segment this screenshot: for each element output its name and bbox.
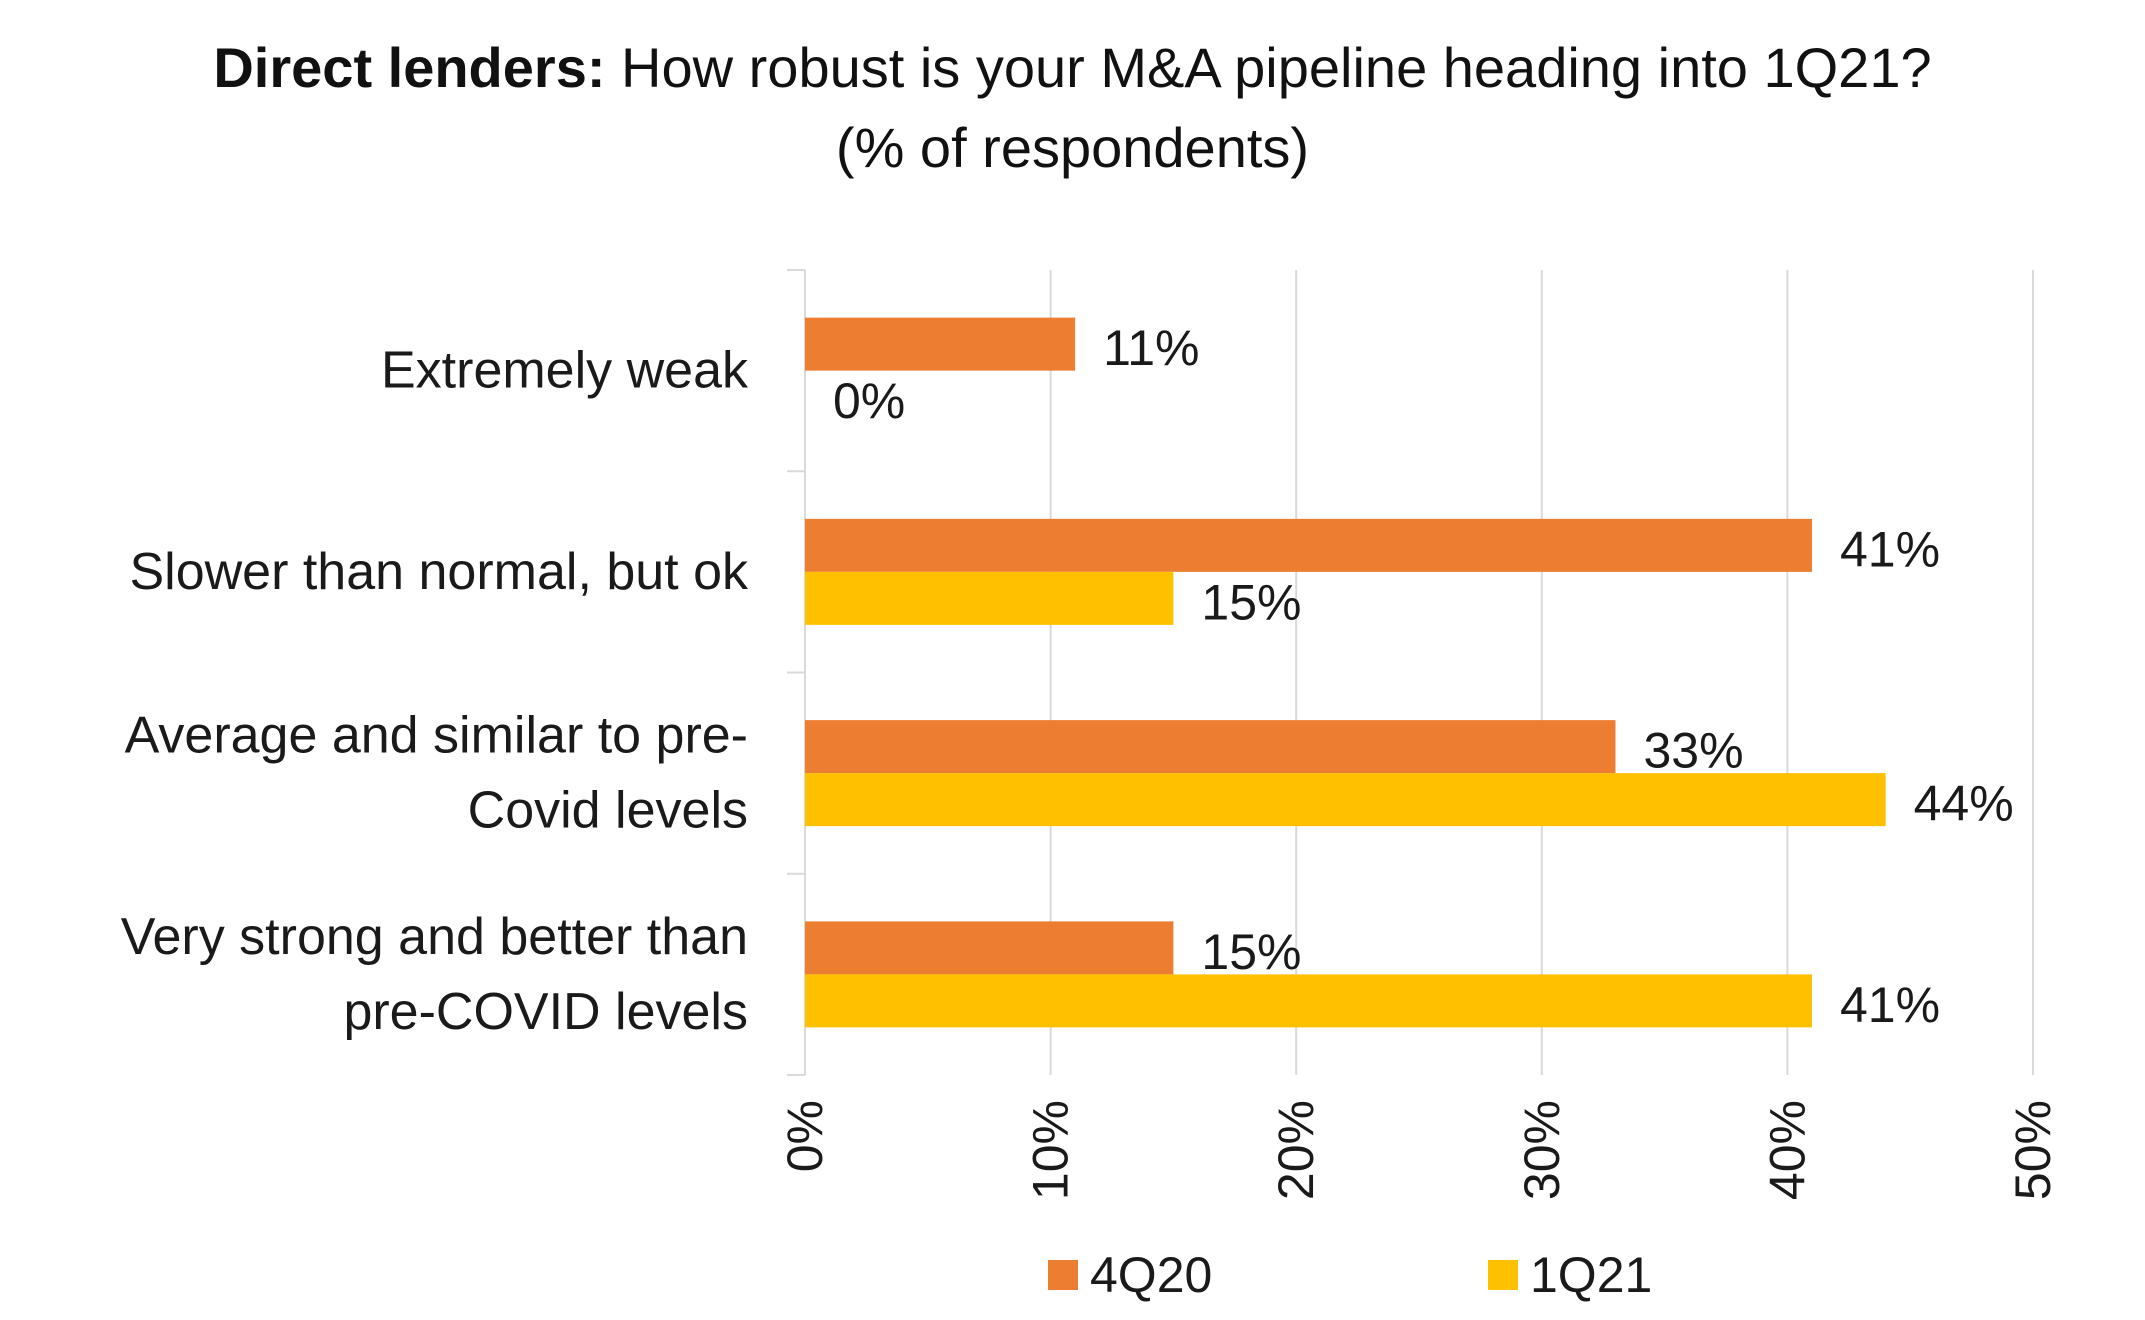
chart-title-line1: Direct lenders: How robust is your M&A p…	[0, 28, 2145, 108]
x-tick-label-20: 20%	[1268, 1100, 1324, 1200]
legend-swatch-4Q20	[1048, 1260, 1078, 1290]
data-label-1Q21-2: 44%	[1914, 776, 2014, 832]
category-label-2-1: Covid levels	[468, 782, 748, 840]
x-tick-label-50: 50%	[2005, 1100, 2061, 1200]
category-label-1-0: Slower than normal, but ok	[129, 543, 749, 601]
chart-title-rest: How robust is your M&A pipeline heading …	[605, 36, 1932, 99]
data-label-1Q21-0: 0%	[833, 373, 905, 429]
x-tick-label-30: 30%	[1514, 1100, 1570, 1200]
data-label-1Q21-1: 15%	[1201, 574, 1301, 630]
legend-item-4Q20: 4Q20	[1048, 1245, 1212, 1305]
bar-1Q21-1	[805, 571, 1174, 625]
chart-title-line2: (% of respondents)	[835, 116, 1310, 179]
category-label-2-0: Average and similar to pre-	[125, 707, 748, 765]
bar-4Q20-0	[805, 317, 1076, 371]
x-tick-label-10: 10%	[1023, 1100, 1079, 1200]
legend-swatch-1Q21	[1488, 1260, 1518, 1290]
x-tick-label-0: 0%	[777, 1100, 833, 1172]
bar-4Q20-3	[805, 921, 1174, 975]
bar-4Q20-1	[805, 518, 1812, 572]
category-label-3-0: Very strong and better than	[121, 908, 748, 966]
chart-title: Direct lenders: How robust is your M&A p…	[0, 28, 2145, 188]
bar-4Q20-2	[805, 720, 1616, 774]
legend-label-1Q21: 1Q21	[1530, 1247, 1653, 1303]
category-label-3-1: pre-COVID levels	[343, 983, 748, 1041]
data-label-4Q20-2: 33%	[1643, 723, 1743, 779]
bar-1Q21-2	[805, 773, 1886, 827]
legend-label-4Q20: 4Q20	[1090, 1247, 1213, 1303]
data-label-4Q20-1: 41%	[1840, 521, 1940, 577]
legend-item-1Q21: 1Q21	[1488, 1245, 1652, 1305]
chart-title-bold: Direct lenders:	[213, 36, 606, 99]
chart-legend: 4Q20 1Q21	[0, 1245, 2145, 1315]
x-tick-label-40: 40%	[1759, 1100, 1815, 1200]
data-label-4Q20-3: 15%	[1201, 924, 1301, 980]
data-label-4Q20-0: 11%	[1103, 320, 1199, 376]
data-label-1Q21-3: 41%	[1840, 977, 1940, 1033]
bar-1Q21-3	[805, 974, 1812, 1028]
category-label-0-0: Extremely weak	[381, 342, 749, 400]
